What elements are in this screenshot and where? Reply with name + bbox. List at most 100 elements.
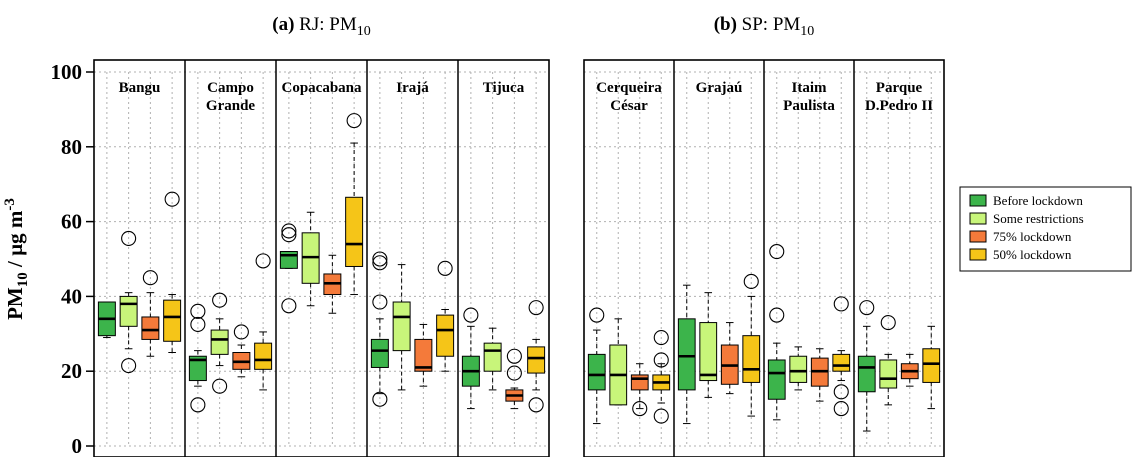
box-before-lockdown bbox=[188, 303, 207, 413]
panel-title-main: RJ: PM bbox=[299, 14, 357, 35]
site-label: Copacabana bbox=[281, 80, 362, 96]
box-iqr bbox=[254, 342, 273, 370]
box-50-lockdown bbox=[527, 300, 546, 413]
outlier-point bbox=[233, 324, 249, 340]
box-some-restrictions bbox=[392, 264, 411, 391]
ylabel-sup: -3 bbox=[2, 198, 18, 211]
site-cerqueira-c-sar: Cerqueira César bbox=[587, 72, 671, 446]
outlier-point bbox=[121, 230, 137, 246]
box-iqr bbox=[922, 348, 941, 383]
box-50-lockdown bbox=[652, 329, 671, 424]
outlier-point bbox=[281, 298, 297, 314]
box-iqr bbox=[879, 359, 898, 389]
outlier-point bbox=[190, 303, 206, 319]
outlier-point bbox=[142, 270, 158, 286]
outlier-point bbox=[769, 307, 785, 323]
box-iqr bbox=[857, 355, 876, 393]
panel-prefix: (a) bbox=[272, 14, 299, 35]
box-iqr bbox=[789, 355, 808, 383]
outlier-point bbox=[372, 251, 388, 267]
panel-title: (a) RJ: PM10 bbox=[272, 14, 370, 39]
box-some-restrictions bbox=[699, 292, 718, 398]
outlier-point bbox=[880, 315, 896, 331]
box-before-lockdown bbox=[767, 243, 786, 421]
box-75-lockdown bbox=[810, 348, 829, 402]
box-50-lockdown bbox=[163, 191, 182, 353]
box-iqr bbox=[527, 346, 546, 374]
box-75-lockdown bbox=[414, 323, 433, 387]
y-axis-label: PM10 / µg m-3 bbox=[2, 198, 31, 320]
panel-sp: Cerqueira César Grajaú Itaim Paulista Parque D… bbox=[583, 59, 945, 457]
site-graja-: Grajaú bbox=[677, 72, 761, 446]
box-some-restrictions bbox=[483, 327, 502, 391]
box-iqr bbox=[677, 318, 696, 391]
site-label: Tijuca bbox=[483, 80, 525, 96]
site-label: Campo bbox=[207, 80, 254, 96]
outlier-point bbox=[281, 223, 297, 239]
site-iraj-: Irajá bbox=[370, 72, 455, 446]
box-50-lockdown bbox=[922, 325, 941, 410]
box-before-lockdown bbox=[587, 307, 606, 425]
box-before-lockdown bbox=[370, 251, 389, 407]
box-iqr bbox=[210, 329, 229, 355]
outlier-point bbox=[653, 352, 669, 368]
box-50-lockdown bbox=[742, 273, 761, 417]
outlier-point bbox=[212, 292, 228, 308]
site-tijuca: Tijuca bbox=[461, 72, 546, 446]
legend-box bbox=[959, 186, 1132, 272]
panels: Bangu Campo Grande Copacabana Irajá Tijuca Cer… bbox=[93, 59, 945, 457]
box-before-lockdown bbox=[677, 284, 696, 425]
box-iqr bbox=[345, 196, 364, 267]
site-label: Grajaú bbox=[696, 80, 743, 96]
box-before-lockdown bbox=[97, 301, 116, 339]
box-iqr bbox=[163, 299, 182, 342]
panel-titles: (a) RJ: PM10 (b) SP: PM10 bbox=[272, 14, 814, 39]
ylabel-sub: 10 bbox=[15, 272, 31, 287]
box-before-lockdown bbox=[279, 223, 298, 314]
legend-label: 75% lockdown bbox=[993, 229, 1072, 244]
y-tick-label: 60 bbox=[61, 210, 82, 234]
outlier-point bbox=[653, 329, 669, 346]
box-iqr bbox=[832, 353, 851, 372]
site-itaim-paulista: Itaim Paulista bbox=[767, 72, 851, 446]
outlier-point bbox=[769, 243, 785, 260]
box-iqr bbox=[188, 355, 207, 382]
outlier-point bbox=[859, 300, 875, 316]
outlier-point bbox=[372, 255, 388, 271]
outlier-point bbox=[190, 397, 206, 413]
outlier-point bbox=[463, 307, 479, 323]
site-label: Parque bbox=[876, 80, 923, 96]
site-label: D.Pedro II bbox=[865, 98, 933, 114]
box-iqr bbox=[141, 316, 160, 340]
y-tick-label: 100 bbox=[51, 60, 83, 84]
site-label: Grande bbox=[206, 98, 256, 114]
site-label: Cerqueira bbox=[596, 80, 662, 96]
outlier-point bbox=[372, 391, 388, 407]
ylabel-units: / µg m bbox=[3, 210, 27, 272]
box-iqr bbox=[742, 335, 761, 383]
site-bangu: Bangu bbox=[97, 72, 182, 446]
box-before-lockdown bbox=[857, 300, 876, 432]
box-50-lockdown bbox=[254, 253, 273, 391]
legend-swatch bbox=[969, 212, 987, 225]
box-50-lockdown bbox=[832, 296, 851, 417]
panel-rj: Bangu Campo Grande Copacabana Irajá Tijuca bbox=[93, 59, 550, 457]
box-75-lockdown bbox=[232, 324, 251, 378]
site-parque-d-pedro-ii: Parque D.Pedro II bbox=[857, 72, 941, 446]
outlier-point bbox=[346, 113, 362, 129]
legend-label: 50% lockdown bbox=[993, 247, 1072, 262]
panel-prefix: (b) bbox=[714, 14, 742, 35]
box-iqr bbox=[699, 322, 718, 382]
box-some-restrictions bbox=[879, 315, 898, 406]
panel-title-sub: 10 bbox=[357, 24, 371, 39]
box-iqr bbox=[370, 338, 389, 368]
box-75-lockdown bbox=[141, 270, 160, 357]
ylabel-pm: PM bbox=[3, 287, 27, 320]
box-75-lockdown bbox=[323, 254, 342, 314]
y-tick-label: 20 bbox=[61, 359, 82, 383]
box-some-restrictions bbox=[210, 292, 229, 394]
box-iqr bbox=[483, 342, 502, 372]
box-iqr bbox=[436, 314, 455, 357]
box-some-restrictions bbox=[789, 346, 808, 391]
